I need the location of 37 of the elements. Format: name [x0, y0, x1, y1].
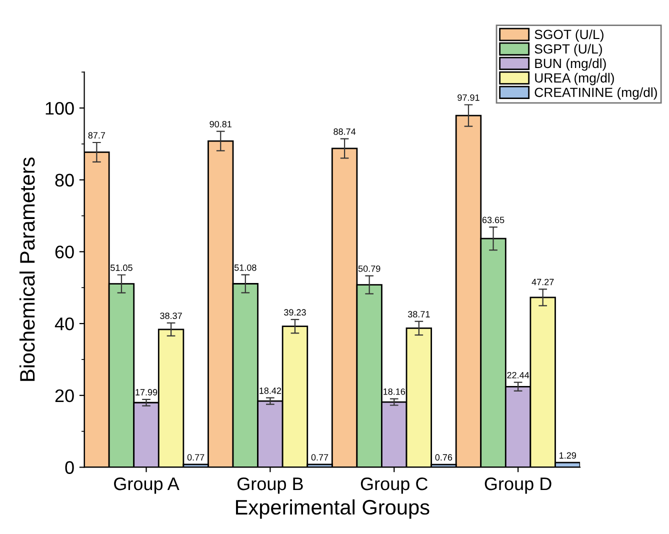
y-tick-label: 40: [54, 317, 74, 330]
x-tick-label: Group C: [360, 477, 428, 494]
y-tick-label: 100: [46, 102, 74, 115]
legend-label: SGPT (U/L): [534, 44, 602, 56]
data-label: 63.65: [482, 216, 504, 224]
data-label: 97.91: [458, 94, 480, 101]
data-label: 18.42: [260, 388, 282, 394]
data-label: 0.77: [311, 454, 328, 461]
data-label: 17.99: [136, 389, 158, 396]
data-label: 18.16: [384, 388, 406, 395]
data-label: 51.08: [234, 264, 256, 271]
data-label: 38.37: [160, 312, 182, 320]
y-tick-label: 20: [55, 389, 74, 402]
x-axis-title: Experimental Groups: [236, 499, 430, 519]
y-tick-label: 80: [55, 174, 74, 187]
legend-label: SGOT (U/L): [534, 29, 604, 42]
data-label: 22.44: [507, 372, 530, 378]
data-label: 38.71: [408, 311, 430, 318]
x-tick-label: Group A: [114, 477, 180, 494]
data-label: 0.77: [187, 454, 204, 461]
data-label: 50.79: [358, 265, 380, 272]
y-tick-label: 60: [55, 246, 74, 258]
y-tick-label: 0: [65, 461, 74, 474]
legend-label: CREATININE (mg/dl): [534, 87, 657, 100]
x-tick-label: Group B: [237, 477, 303, 494]
y-axis-title: Biochemical Parameters: [19, 158, 35, 381]
data-label: 87.7: [88, 132, 106, 139]
legend-label: BUN (mg/dl): [535, 58, 606, 71]
data-label: 90.81: [210, 120, 232, 128]
x-tick-label: Group D: [484, 477, 552, 494]
data-label: 39.23: [284, 309, 306, 316]
data-label: 88.74: [334, 128, 356, 135]
data-label: 1.29: [560, 452, 576, 459]
data-label: 0.76: [435, 454, 452, 461]
data-label: 47.27: [532, 278, 554, 286]
legend-label: UREA (mg/dl): [535, 72, 614, 86]
data-label: 51.05: [110, 264, 132, 271]
